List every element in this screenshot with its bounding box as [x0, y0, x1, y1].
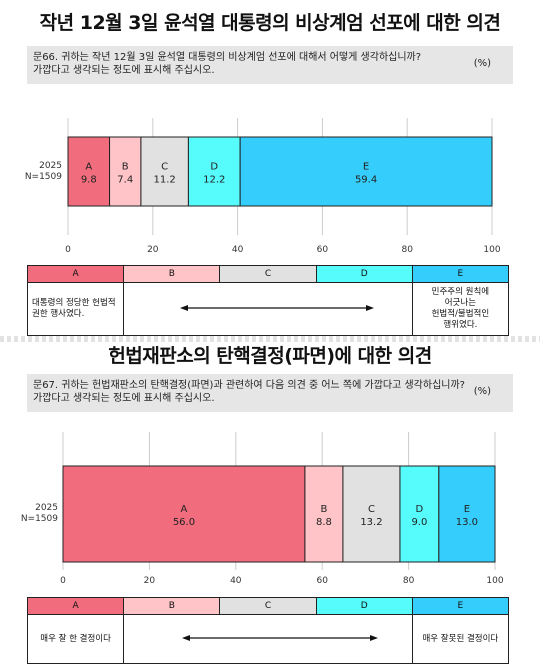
- chart2-bar-d: [399, 465, 440, 563]
- chart2-right-description-line: 매우 잘못된 결정이다: [422, 633, 499, 644]
- chart1-scale-header-a: A: [26, 265, 125, 283]
- chart2-x-tick-label: 60: [316, 576, 328, 586]
- chart1-data-label: 9.8: [81, 175, 97, 186]
- chart1-double-arrow-icon: [180, 304, 375, 311]
- chart1-unit-label: (%): [473, 58, 491, 69]
- chart2-segment-name: D: [416, 504, 424, 515]
- chart2-bar-b: [304, 465, 344, 563]
- chart2-x-tick-label: 20: [144, 576, 156, 586]
- chart1-right-description: 민주주의 원칙에 어긋나는 헌법적/불법적인 행위였다.: [411, 282, 510, 336]
- chart1-x-tick-label: 60: [317, 245, 329, 255]
- chart1-title: 작년 12월 3일 윤석열 대통령의 비상계엄 선포에 대한 의견: [39, 12, 501, 34]
- chart2-question-line1: 문67. 귀하는 헌법재판소의 탄핵결정(파면)과 관련하여 다음 의견 중 어…: [33, 380, 465, 391]
- chart1-scale-header-c: C: [219, 265, 317, 283]
- chart1-x-tick-label: 40: [232, 245, 244, 255]
- chart2-right-description: 매우 잘못된 결정이다: [411, 614, 510, 664]
- chart2-left-description-line: 매우 잘 한 결정이다: [40, 633, 111, 644]
- chart2-scale-arrow-cell: [123, 614, 413, 664]
- chart1-left-description-line: 권한 행사였다.: [32, 309, 85, 319]
- chart2-row-label: N=1509: [21, 514, 58, 524]
- chart2-left-description: 매우 잘 한 결정이다: [26, 614, 125, 664]
- chart2-x-tick-label: 80: [403, 576, 415, 586]
- chart2-data-label: 13.0: [456, 517, 478, 528]
- chart2-segment-name: E: [464, 504, 470, 515]
- section-divider: [0, 336, 540, 342]
- chart1-row-label: N=1509: [25, 172, 62, 182]
- chart2-scale-header-b: B: [123, 597, 221, 615]
- chart2-data-label: 56.0: [173, 517, 195, 528]
- chart2-x-tick-label: 100: [486, 576, 503, 586]
- chart1-segment-name: D: [210, 162, 218, 173]
- chart1-row-label: 2025: [39, 161, 62, 171]
- chart2-segment-name: C: [368, 504, 375, 515]
- chart2-unit-label: (%): [473, 386, 491, 397]
- chart2-question-line2: 가깝다고 생각되는 정도에 표시해 주십시오.: [33, 393, 215, 404]
- chart2-data-label: 9.0: [411, 517, 427, 528]
- chart2-segment-name: B: [320, 504, 327, 515]
- chart2-segment-name: A: [181, 504, 188, 515]
- chart1-segment-name: A: [85, 162, 92, 173]
- chart2-scale-header-c: C: [219, 597, 317, 615]
- chart1-segment-name: B: [122, 162, 129, 173]
- chart1-x-tick-label: 80: [401, 245, 413, 255]
- chart2-scale-header-e: E: [411, 597, 510, 615]
- chart1-bar-a: [67, 136, 111, 207]
- chart1-x-tick-label: 0: [65, 245, 71, 255]
- chart1-segment-name: E: [363, 162, 369, 173]
- chart2-scale-header-a: A: [26, 597, 125, 615]
- chart1-right-description-line: 행위였다.: [443, 320, 478, 330]
- chart1-data-label: 11.2: [154, 175, 176, 186]
- chart1-segment-name: C: [161, 162, 168, 173]
- chart2-x-tick-label: 40: [230, 576, 242, 586]
- chart2-bar-e: [438, 465, 496, 563]
- chart2-x-tick-label: 0: [60, 576, 66, 586]
- chart1-right-description-line: 어긋나는: [444, 298, 477, 308]
- chart2-data-label: 13.2: [360, 517, 382, 528]
- chart2-bar-a: [62, 465, 306, 563]
- chart1-right-description-line: 민주주의 원칙에: [431, 287, 490, 297]
- chart2-bar-c: [342, 465, 401, 563]
- chart1-question-line1: 문66. 귀하는 작년 12월 3일 윤석열 대통령의 비상계엄 선포에 대해서…: [33, 52, 422, 63]
- chart1-data-label: 12.2: [203, 175, 225, 186]
- chart1-question-line2: 가깝다고 생각되는 정도에 표시해 주십시오.: [33, 65, 215, 76]
- chart1-left-description: 대통령의 정당한 헌법적 권한 행사였다.: [26, 282, 125, 336]
- chart1-scale-header-b: B: [123, 265, 221, 283]
- chart1-x-tick-label: 100: [483, 245, 500, 255]
- chart1-data-label: 59.4: [355, 175, 377, 186]
- chart2-data-label: 8.8: [316, 517, 332, 528]
- chart1-right-description-line: 헌법적/불법적인: [431, 309, 490, 319]
- chart2-question-box: 문67. 귀하는 헌법재판소의 탄핵결정(파면)과 관련하여 다음 의견 중 어…: [27, 374, 513, 412]
- chart2-scale-header-d: D: [315, 597, 413, 615]
- chart1-bar-d: [187, 136, 241, 207]
- chart2-row-label: 2025: [35, 503, 58, 513]
- chart2-double-arrow-icon: [182, 634, 379, 641]
- chart1-left-description-line: 대통령의 정당한 헌법적: [32, 298, 116, 308]
- chart1-question-box: 문66. 귀하는 작년 12월 3일 윤석열 대통령의 비상계엄 선포에 대해서…: [27, 46, 513, 84]
- chart1-bar-e: [239, 136, 493, 207]
- chart1-scale-header-d: D: [315, 265, 413, 283]
- chart1-data-label: 7.4: [117, 175, 133, 186]
- chart1-scale-arrow-cell: [123, 282, 413, 336]
- chart2-title: 헌법재판소의 탄핵결정(파면)에 대한 의견: [108, 345, 432, 367]
- chart1-scale-header-e: E: [411, 265, 510, 283]
- chart1-x-tick-label: 20: [147, 245, 159, 255]
